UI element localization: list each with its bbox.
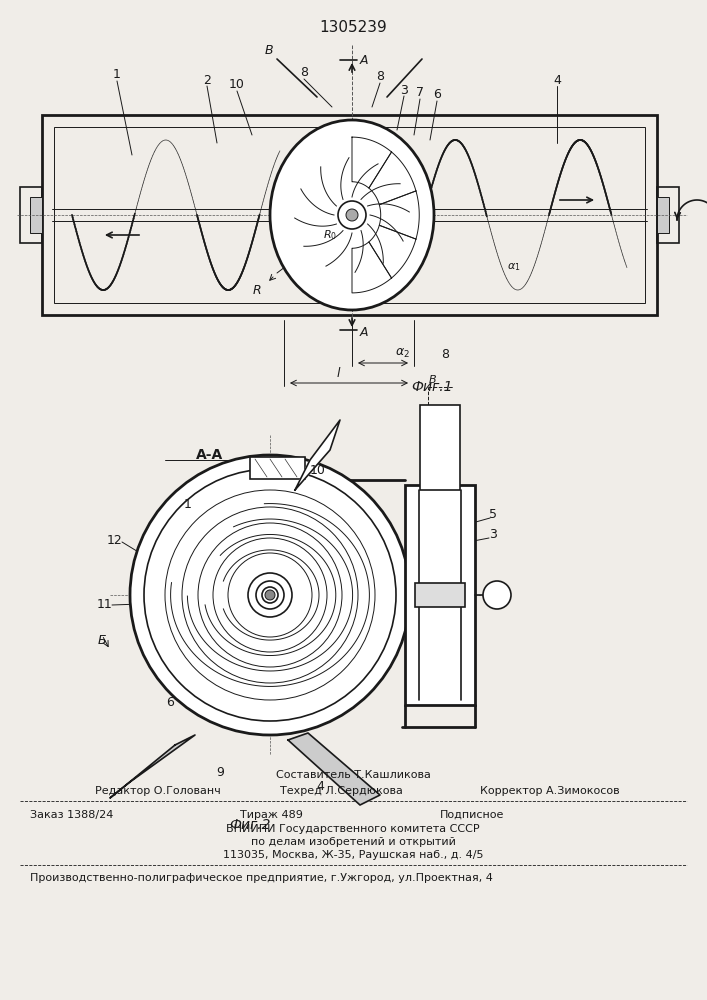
Bar <box>30 197 42 233</box>
Text: $l$: $l$ <box>337 366 341 380</box>
Text: 113035, Москва, Ж-35, Раушская наб., д. 4/5: 113035, Москва, Ж-35, Раушская наб., д. … <box>223 850 484 860</box>
Polygon shape <box>295 420 340 490</box>
Text: ВНИИПИ Государственного комитета СССР: ВНИИПИ Государственного комитета СССР <box>226 824 480 834</box>
Text: 8: 8 <box>300 66 308 80</box>
Text: 8: 8 <box>441 349 449 361</box>
Text: B: B <box>429 375 437 385</box>
Circle shape <box>130 455 410 735</box>
Text: 1: 1 <box>113 68 121 82</box>
Circle shape <box>483 581 511 609</box>
Text: Производственно-полиграфическое предприятие, г.Ужгород, ул.Проектная, 4: Производственно-полиграфическое предприя… <box>30 873 493 883</box>
Text: 12: 12 <box>107 534 123 546</box>
Text: Фиг.2: Фиг.2 <box>229 818 271 832</box>
Text: A: A <box>360 53 368 66</box>
Bar <box>405 485 475 705</box>
Circle shape <box>346 209 358 221</box>
Text: 4: 4 <box>316 780 324 794</box>
Text: A: A <box>360 326 368 340</box>
Text: 2: 2 <box>203 74 211 87</box>
Text: $\alpha_2$: $\alpha_2$ <box>395 346 409 360</box>
Text: Тираж 489: Тираж 489 <box>240 810 303 820</box>
Text: 1: 1 <box>184 498 192 512</box>
Ellipse shape <box>270 120 434 310</box>
Text: 10: 10 <box>229 79 245 92</box>
Bar <box>42 115 657 315</box>
Polygon shape <box>110 735 195 798</box>
Text: Б: Б <box>98 634 106 647</box>
Text: А-А: А-А <box>197 448 223 462</box>
Text: 7: 7 <box>416 87 424 100</box>
Circle shape <box>265 590 275 600</box>
Text: Подписное: Подписное <box>440 810 504 820</box>
Text: $R$: $R$ <box>252 284 262 298</box>
Bar <box>54 127 645 303</box>
Text: 1305239: 1305239 <box>319 20 387 35</box>
Text: Техред Л.Сердюкова: Техред Л.Сердюкова <box>280 786 403 796</box>
Text: 6: 6 <box>433 89 441 102</box>
Text: Заказ 1388/24: Заказ 1388/24 <box>30 810 113 820</box>
Text: Составитель Т.Кашликова: Составитель Т.Кашликова <box>276 770 431 780</box>
Text: 9: 9 <box>216 766 224 780</box>
Text: 3: 3 <box>400 84 408 97</box>
Bar <box>250 457 305 479</box>
Bar <box>20 187 42 243</box>
Text: 6: 6 <box>166 696 174 710</box>
Text: B: B <box>264 44 274 57</box>
Circle shape <box>338 201 366 229</box>
Text: 4: 4 <box>553 74 561 87</box>
Text: 11: 11 <box>97 598 113 611</box>
Text: Редактор О.Голованч: Редактор О.Голованч <box>95 786 221 796</box>
Text: по делам изобретений и открытий: по делам изобретений и открытий <box>250 837 455 847</box>
Text: 5: 5 <box>489 508 497 522</box>
Bar <box>420 405 460 490</box>
Text: 3: 3 <box>489 528 497 542</box>
Text: 8: 8 <box>376 70 384 84</box>
Text: Корректор А.Зимокосов: Корректор А.Зимокосов <box>480 786 619 796</box>
Bar <box>657 187 679 243</box>
Bar <box>415 583 465 607</box>
Text: $\alpha_1$: $\alpha_1$ <box>507 261 521 273</box>
Polygon shape <box>288 733 380 805</box>
Bar <box>657 197 669 233</box>
Text: $R_0$: $R_0$ <box>323 228 337 242</box>
Text: 10: 10 <box>310 464 326 477</box>
Text: Фиг.1: Фиг.1 <box>411 380 452 394</box>
